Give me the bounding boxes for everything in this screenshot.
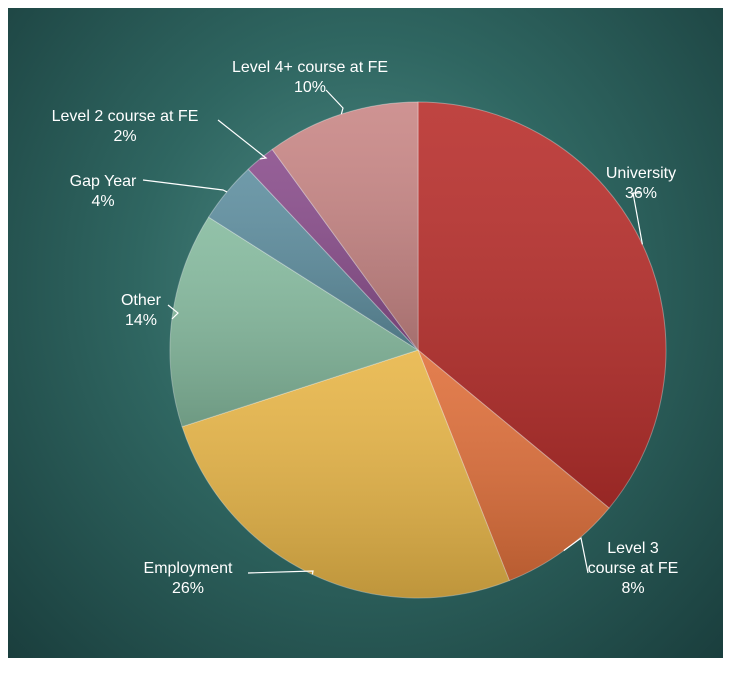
pie-slices — [169, 101, 667, 599]
pie-slice-shading-level-4-course-at-fe — [272, 102, 418, 350]
leader-line-level-2-course-at-fe — [217, 119, 268, 160]
leader-line-employment — [247, 570, 314, 575]
pie-slice-shading-employment — [182, 350, 510, 598]
slice-name-text: Gap Year — [70, 173, 137, 190]
slice-value-text: 2% — [113, 128, 136, 145]
slice-name-text: Level 2 course at FE — [52, 108, 199, 125]
leader-line-gap-year — [142, 179, 228, 193]
slice-label-level-4-course-at-fe: Level 4+ course at FE 10% — [232, 59, 388, 96]
slice-label-level-3-course-at-fe: Level 3 course at FE 8% — [588, 540, 679, 597]
slice-label-level-2-course-at-fe: Level 2 course at FE 2% — [52, 108, 199, 145]
slice-name-text: Other — [121, 292, 162, 309]
slice-labels: University 36% Level 3 course at FE 8% Employ… — [52, 59, 679, 597]
pie-slice-shading-university — [418, 102, 666, 509]
slice-label-gap-year: Gap Year 4% — [70, 173, 137, 210]
slice-name-text: Level 4+ course at FE — [232, 59, 388, 76]
slice-label-other: Other 14% — [121, 292, 162, 329]
pie-slice-shading-level-3-course-at-fe — [418, 350, 610, 581]
slice-value-text: 10% — [294, 79, 326, 96]
slice-name-text: Employment — [144, 560, 233, 577]
slice-name-text: University — [606, 165, 676, 182]
slice-label-university: University 36% — [606, 165, 676, 202]
leader-line-level-4-course-at-fe — [325, 89, 344, 115]
leader-line-level-3-course-at-fe — [563, 536, 589, 574]
slice-value-text: 36% — [625, 185, 657, 202]
leader-lines — [142, 89, 643, 575]
pie-slice-shading-other — [170, 217, 418, 427]
pie-slice-shading-gap-year — [208, 169, 418, 350]
slice-value-text: 4% — [91, 193, 114, 210]
slice-value-text: 8% — [621, 580, 644, 597]
pie-chart: University 36% Level 3 course at FE 8% Employ… — [52, 59, 679, 599]
leader-line-other — [167, 304, 179, 320]
slice-name-text: Level 3 — [607, 540, 659, 557]
pie-slice-shading-level-2-course-at-fe — [248, 149, 418, 350]
slice-name-text: course at FE — [588, 560, 679, 577]
leader-line-university — [632, 192, 643, 245]
slice-value-text: 14% — [125, 312, 157, 329]
chart-background: University 36% Level 3 course at FE 8% Employ… — [8, 8, 723, 658]
slice-value-text: 26% — [172, 580, 204, 597]
slice-label-employment: Employment 26% — [144, 560, 233, 597]
